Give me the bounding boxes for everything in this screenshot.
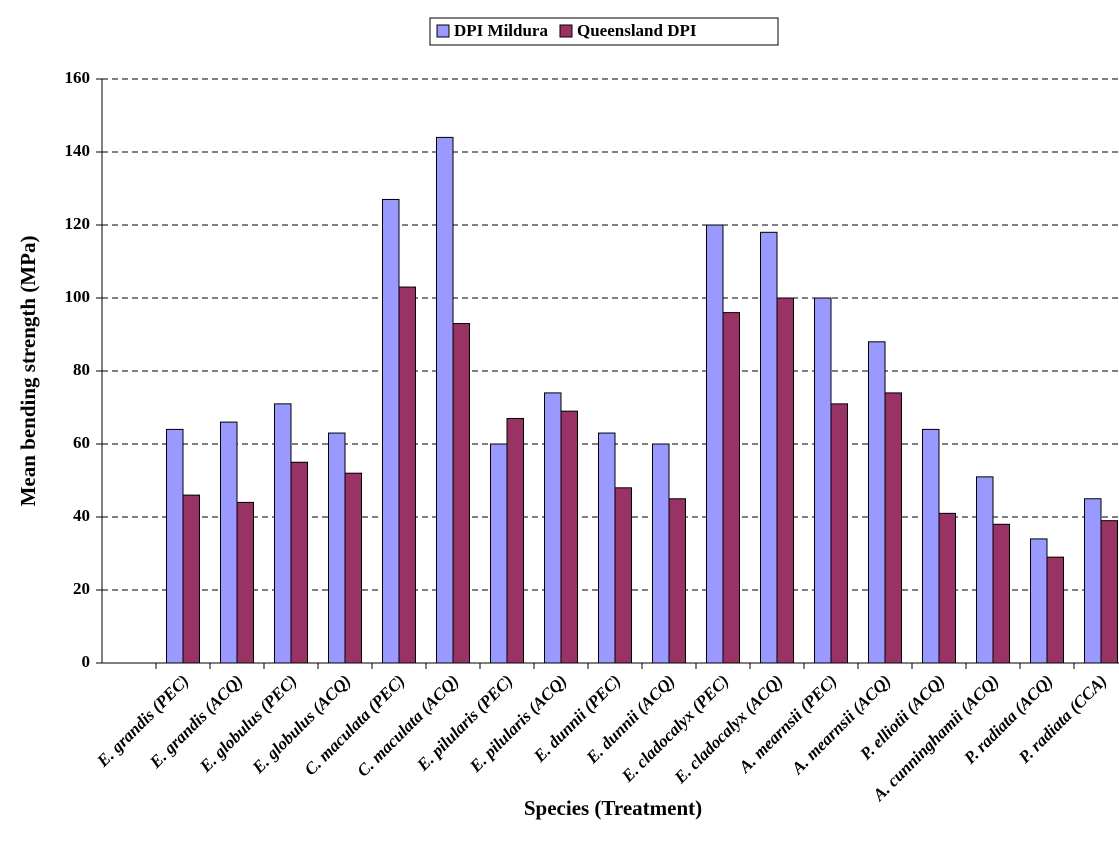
bar — [220, 421, 238, 664]
bar — [598, 432, 616, 664]
bar — [814, 297, 832, 664]
bar — [236, 501, 254, 664]
bar — [652, 443, 670, 664]
bar — [452, 323, 470, 664]
bar — [182, 494, 200, 664]
bar — [776, 297, 794, 664]
y-tick-label: 80 — [73, 360, 90, 379]
x-tick-label: E. pilularis (ACQ) — [465, 671, 570, 776]
bar — [922, 428, 940, 664]
x-tick-label: E. grandis (PEC) — [93, 671, 193, 771]
bar — [722, 312, 740, 664]
legend-label: Queensland DPI — [577, 21, 697, 40]
x-tick-label: C. maculata (ACQ) — [353, 671, 462, 780]
x-tick-label: C. maculata (PEC) — [301, 671, 409, 779]
bar — [344, 472, 362, 664]
bar — [1030, 538, 1048, 664]
bar — [328, 432, 346, 664]
bar — [166, 428, 184, 664]
y-tick-label: 120 — [65, 214, 91, 233]
bar — [490, 443, 508, 664]
bar — [1084, 498, 1102, 664]
y-tick-label: 60 — [73, 433, 90, 452]
bar — [398, 286, 416, 664]
x-tick-label: A. mearnsii (ACQ) — [787, 671, 894, 778]
bar — [436, 136, 454, 664]
x-axis-label: Species (Treatment) — [524, 796, 702, 820]
bar — [544, 392, 562, 664]
y-tick-label: 100 — [65, 287, 91, 306]
bar — [382, 198, 400, 664]
x-tick-label: E. globulus (ACQ) — [248, 671, 355, 778]
bar — [668, 498, 686, 664]
y-tick-label: 140 — [65, 141, 91, 160]
legend-label: DPI Mildura — [454, 21, 548, 40]
bar — [868, 341, 886, 664]
legend-swatch — [436, 24, 450, 38]
y-tick-label: 20 — [73, 579, 90, 598]
bar — [976, 476, 994, 664]
y-tick-label: 0 — [82, 652, 91, 671]
y-tick-label: 160 — [65, 68, 91, 87]
x-tick-label: E. pilularis (PEC) — [413, 671, 517, 775]
x-tick-label: E. globulus (PEC) — [195, 671, 300, 776]
x-tick-label: A. mearnsii (PEC) — [735, 671, 841, 777]
bar — [560, 410, 578, 664]
bar — [614, 487, 632, 664]
bar — [830, 403, 848, 664]
legend-box — [429, 17, 779, 46]
bar — [1100, 520, 1118, 664]
bar — [938, 512, 956, 664]
bar — [706, 224, 724, 664]
bar — [992, 523, 1010, 664]
y-tick-label: 40 — [73, 506, 90, 525]
bar — [1046, 556, 1064, 664]
bar — [884, 392, 902, 664]
bar — [760, 231, 778, 664]
bar — [274, 403, 292, 664]
legend-swatch — [559, 24, 573, 38]
bar — [506, 417, 524, 664]
bar — [290, 461, 308, 664]
x-tick-label: E. grandis (ACQ) — [145, 671, 246, 772]
y-axis-label: Mean bending strength (MPa) — [16, 236, 40, 507]
